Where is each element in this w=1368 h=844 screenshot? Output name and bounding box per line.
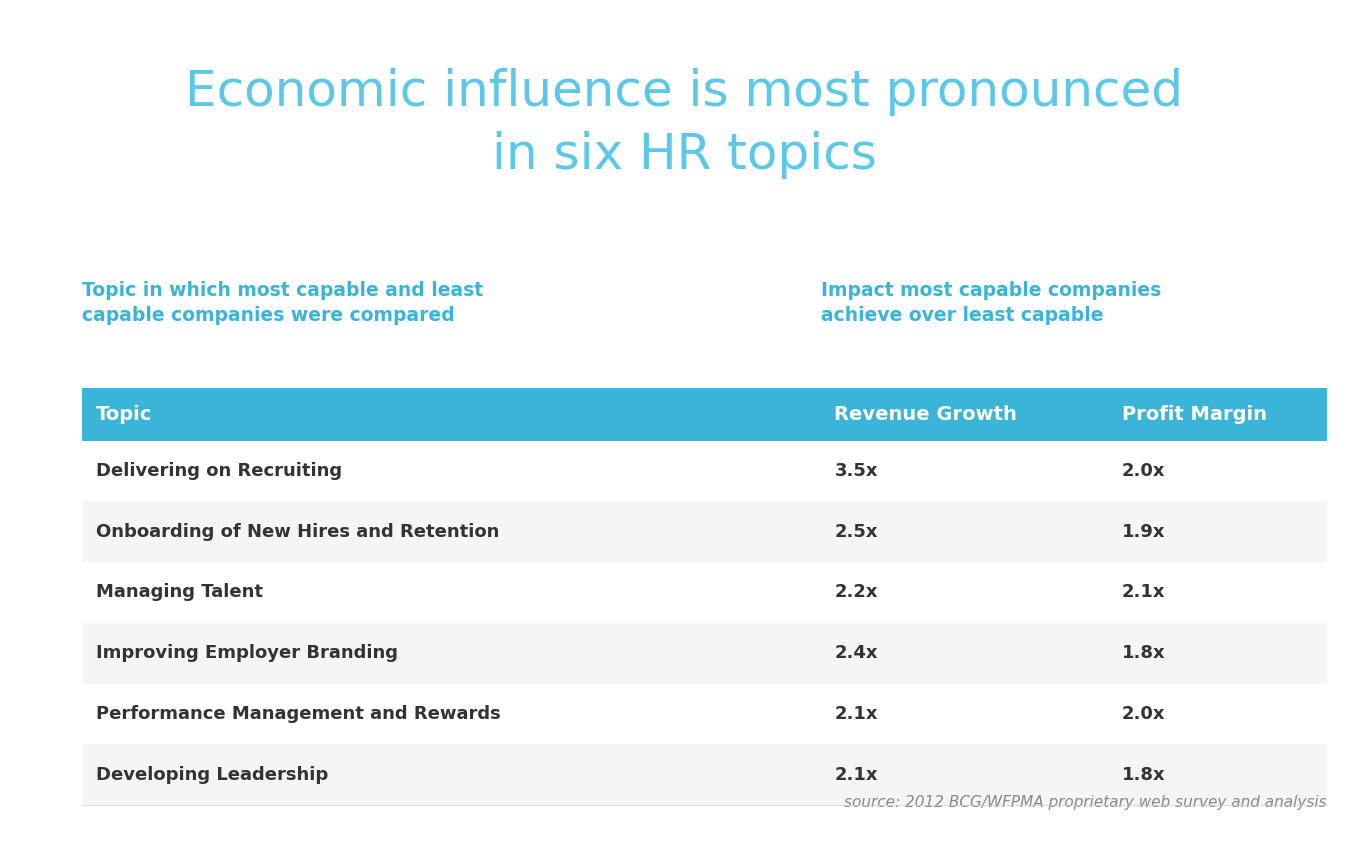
Text: Economic influence is most pronounced
in six HR topics: Economic influence is most pronounced in… [185, 68, 1183, 179]
Text: 2.0x: 2.0x [1122, 462, 1166, 480]
Text: Delivering on Recruiting: Delivering on Recruiting [96, 462, 342, 480]
Text: 1.8x: 1.8x [1122, 766, 1166, 784]
Text: 1.8x: 1.8x [1122, 644, 1166, 663]
FancyBboxPatch shape [82, 684, 1327, 744]
FancyBboxPatch shape [82, 441, 1327, 501]
Text: Onboarding of New Hires and Retention: Onboarding of New Hires and Retention [96, 522, 499, 541]
Text: source: 2012 BCG/WFPMA proprietary web survey and analysis: source: 2012 BCG/WFPMA proprietary web s… [844, 795, 1327, 810]
Text: 2.1x: 2.1x [834, 705, 878, 723]
Text: Topic: Topic [96, 405, 152, 424]
FancyBboxPatch shape [82, 562, 1327, 623]
Text: 2.0x: 2.0x [1122, 705, 1166, 723]
Text: Developing Leadership: Developing Leadership [96, 766, 328, 784]
Text: 2.1x: 2.1x [834, 766, 878, 784]
Text: Revenue Growth: Revenue Growth [834, 405, 1018, 424]
Text: 2.4x: 2.4x [834, 644, 878, 663]
Text: Managing Talent: Managing Talent [96, 583, 263, 602]
FancyBboxPatch shape [82, 744, 1327, 805]
Text: 2.1x: 2.1x [1122, 583, 1166, 602]
FancyBboxPatch shape [82, 623, 1327, 684]
FancyBboxPatch shape [82, 388, 1327, 441]
Text: Improving Employer Branding: Improving Employer Branding [96, 644, 398, 663]
Text: 3.5x: 3.5x [834, 462, 878, 480]
Text: Profit Margin: Profit Margin [1122, 405, 1267, 424]
Text: 2.2x: 2.2x [834, 583, 878, 602]
Text: Topic in which most capable and least
capable companies were compared: Topic in which most capable and least ca… [82, 281, 483, 325]
Text: 2.5x: 2.5x [834, 522, 878, 541]
Text: Impact most capable companies
achieve over least capable: Impact most capable companies achieve ov… [821, 281, 1161, 325]
Text: Performance Management and Rewards: Performance Management and Rewards [96, 705, 501, 723]
Text: 1.9x: 1.9x [1122, 522, 1166, 541]
FancyBboxPatch shape [82, 501, 1327, 562]
